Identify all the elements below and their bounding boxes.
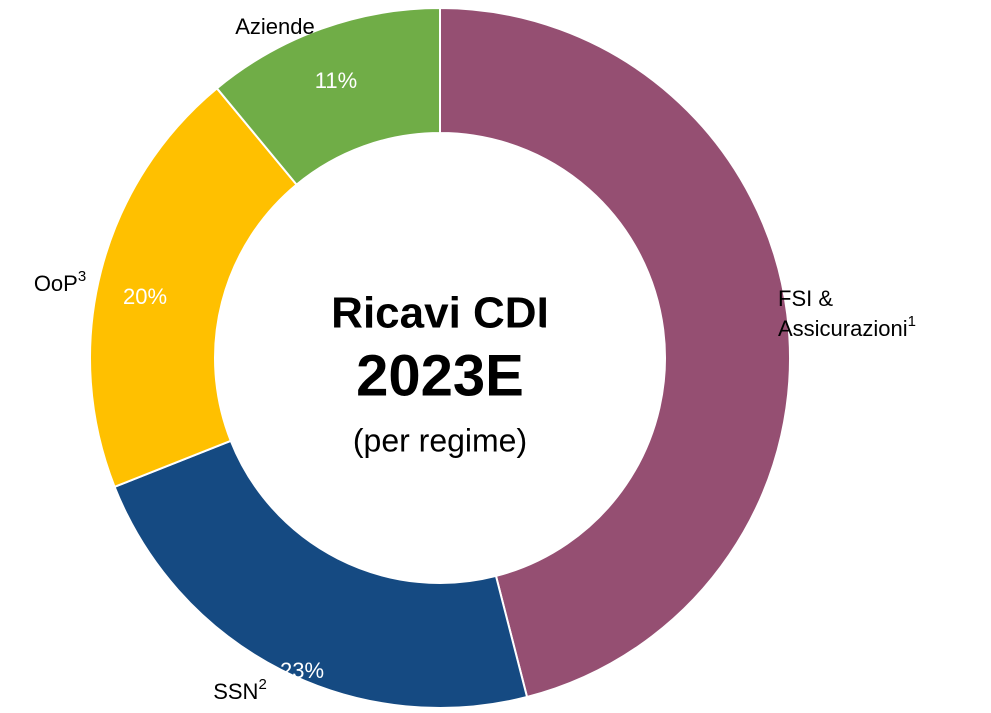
- value-label: 20%: [123, 284, 167, 309]
- value-label: 23%: [280, 658, 324, 683]
- category-label: OoP3: [34, 268, 86, 296]
- footnote: 1: [908, 313, 916, 330]
- category-label: SSN2: [213, 676, 267, 704]
- category-label: Aziende: [235, 14, 315, 39]
- center-year: 2023E: [356, 343, 524, 408]
- category-label: FSI & Assicurazioni1: [778, 286, 916, 341]
- value-label: 46%: [520, 322, 564, 347]
- slice: [113, 439, 529, 709]
- center-subtitle: (per regime): [353, 422, 527, 458]
- chart-title: Ricavi CDI: [331, 289, 549, 338]
- value-label: 11%: [315, 68, 357, 93]
- slice: [215, 6, 441, 187]
- footnote: 3: [78, 268, 86, 285]
- slices: [89, 6, 791, 709]
- slice: [89, 86, 298, 489]
- slice: [439, 6, 791, 699]
- footnote: 2: [258, 676, 266, 693]
